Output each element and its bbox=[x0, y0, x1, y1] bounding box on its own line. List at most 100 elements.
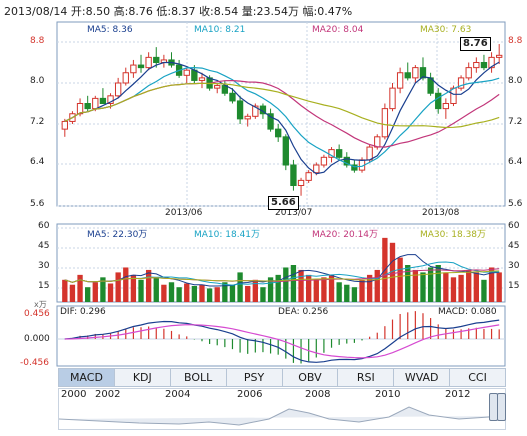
panel-frame bbox=[56, 223, 506, 303]
candle-body bbox=[305, 172, 312, 181]
candle-body bbox=[419, 67, 427, 79]
tab-psy[interactable]: PSY bbox=[227, 369, 283, 386]
price-ma20-label: MA20: 8.04 bbox=[312, 25, 364, 35]
candle-body bbox=[153, 56, 160, 63]
price-ma30-label: MA30: 7.63 bbox=[420, 25, 472, 35]
volume-bar bbox=[389, 242, 396, 302]
volume-bar bbox=[123, 267, 129, 302]
candle-body bbox=[114, 82, 122, 97]
volume-bar bbox=[145, 269, 152, 302]
navigator-year: 2002 bbox=[95, 389, 121, 400]
candle-body bbox=[267, 113, 274, 130]
volume-bar bbox=[92, 282, 98, 302]
volume-bar bbox=[107, 283, 114, 302]
candle-body bbox=[145, 56, 152, 69]
price-ma5-label: MA5: 8.36 bbox=[87, 25, 133, 35]
candle-body bbox=[442, 103, 450, 110]
candle-body bbox=[343, 156, 350, 166]
volume-bar bbox=[260, 287, 266, 302]
volume-ma-line bbox=[64, 254, 500, 287]
tab-kdj[interactable]: KDJ bbox=[115, 369, 171, 386]
tab-obv[interactable]: OBV bbox=[283, 369, 339, 386]
navigator-right-handle[interactable] bbox=[497, 393, 506, 421]
tab-cci[interactable]: CCI bbox=[468, 371, 487, 384]
volume-bar bbox=[336, 282, 342, 302]
candle-body bbox=[404, 72, 411, 79]
volume-bar bbox=[69, 284, 76, 302]
price-xlabel: 2013/06 bbox=[165, 208, 203, 218]
quote-high: 8.76 bbox=[128, 5, 153, 18]
candle-body bbox=[183, 69, 190, 76]
candle-body bbox=[252, 105, 259, 117]
volume-bar bbox=[115, 272, 121, 302]
price-ytick-right: 8.0 bbox=[508, 76, 523, 86]
high-price-flag: 8.76 bbox=[460, 37, 491, 51]
navigator-year: 2010 bbox=[375, 389, 401, 400]
vol-ytick-left: 60 bbox=[38, 221, 50, 231]
vol-unit-label: x万 bbox=[34, 300, 47, 309]
price-ytick-left: 6.4 bbox=[30, 157, 45, 167]
volume-bar bbox=[443, 272, 449, 302]
tab-rsi[interactable]: RSI bbox=[338, 369, 395, 386]
vol-ma5-label: MA5: 22.30万 bbox=[87, 230, 148, 240]
macd-dea-line bbox=[64, 324, 500, 359]
volume-bar bbox=[229, 284, 236, 302]
candle-body bbox=[282, 136, 289, 166]
range-navigator[interactable]: 2000 2002 2004 2006 2008 2010 2012 bbox=[58, 388, 506, 430]
candle-body bbox=[198, 77, 206, 81]
candle-body bbox=[61, 120, 68, 130]
vol-ytick-right: 45 bbox=[508, 241, 520, 251]
macd-ytick: -0.456 bbox=[20, 358, 50, 368]
volume-bar bbox=[351, 287, 358, 302]
volume-bar bbox=[450, 277, 457, 302]
tab-macd[interactable]: MACD bbox=[59, 369, 115, 386]
candle-body bbox=[297, 179, 305, 186]
price-xlabel: 2013/08 bbox=[422, 208, 460, 218]
macd-ytick: 0.000 bbox=[24, 334, 50, 344]
volume-bar bbox=[184, 283, 190, 302]
navigator-year: 2004 bbox=[165, 389, 191, 400]
volume-bar bbox=[214, 287, 220, 302]
candle-body bbox=[236, 100, 244, 120]
candle-body bbox=[496, 54, 503, 58]
vol-ma30-label: MA30: 18.38万 bbox=[420, 230, 487, 240]
candle-body bbox=[244, 115, 251, 120]
candle-body bbox=[374, 136, 381, 148]
panel-frame bbox=[56, 21, 506, 207]
price-ytick-right: 6.4 bbox=[508, 157, 523, 167]
volume-bar bbox=[267, 277, 274, 302]
volume-ma-line bbox=[64, 270, 500, 283]
volume-bar bbox=[191, 285, 198, 302]
volume-bar bbox=[321, 277, 327, 302]
price-ytick-right: 5.6 bbox=[508, 199, 523, 209]
volume-bar bbox=[298, 269, 304, 302]
volume-bar bbox=[313, 279, 319, 302]
macd-dif-line bbox=[64, 319, 500, 363]
quote-open: 8.50 bbox=[85, 5, 111, 18]
vol-ytick-left: 30 bbox=[38, 261, 50, 271]
volume-bar bbox=[199, 284, 205, 302]
volume-bar bbox=[237, 272, 243, 302]
candle-body bbox=[122, 72, 129, 84]
volume-bar bbox=[206, 288, 213, 302]
volume-bar bbox=[245, 285, 251, 302]
candle-body bbox=[107, 95, 114, 104]
tab-wvad[interactable]: WVAD bbox=[394, 369, 451, 386]
quote-summary: 2013/08/14 开:8.50 高:8.76 低:8.37 收:8.54 量… bbox=[4, 5, 353, 18]
candle-body bbox=[99, 97, 107, 104]
vol-ytick-left: 15 bbox=[38, 281, 50, 291]
candle-body bbox=[84, 103, 91, 110]
volume-bar bbox=[427, 267, 434, 302]
volume-bar bbox=[283, 267, 289, 302]
volume-bar bbox=[397, 257, 403, 302]
tab-boll[interactable]: BOLL bbox=[171, 369, 227, 386]
volume-bar bbox=[328, 274, 335, 302]
volume-bar bbox=[161, 284, 167, 302]
volume-bar bbox=[77, 274, 83, 302]
indicator-tabs: MACD KDJ BOLL PSY OBV RSI WVAD CCI bbox=[58, 368, 506, 387]
candle-body bbox=[473, 62, 480, 69]
volume-bar bbox=[481, 279, 487, 302]
volume-bar bbox=[138, 279, 144, 302]
vol-ma20-label: MA20: 20.14万 bbox=[312, 230, 379, 240]
vol-ytick-left: 45 bbox=[38, 241, 50, 251]
